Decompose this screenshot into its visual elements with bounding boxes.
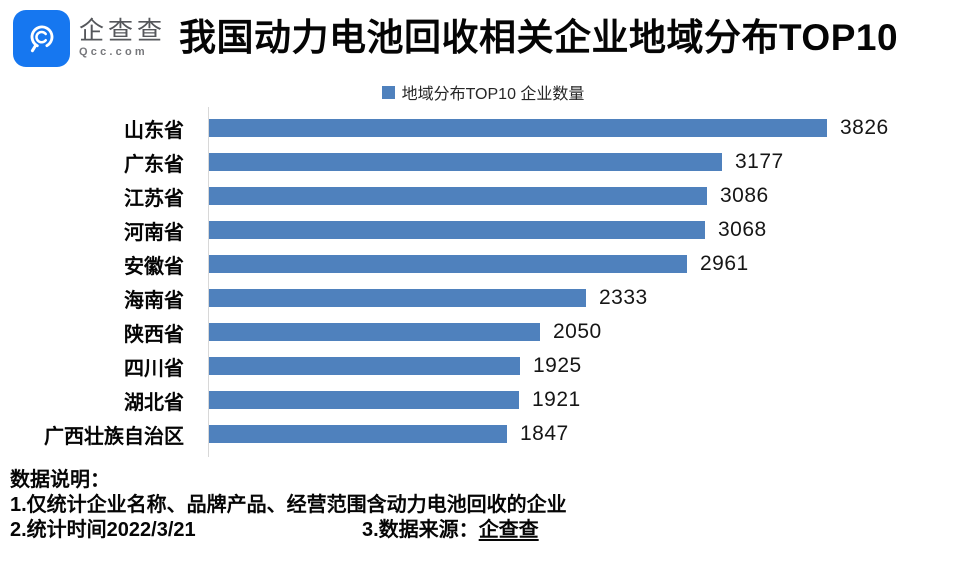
bar-zone: 2333 (196, 286, 966, 310)
bar-zone: 3068 (196, 218, 966, 242)
bar-value: 3086 (720, 184, 769, 207)
logo-text: 企查查 Qcc.com (79, 17, 166, 60)
bar (209, 221, 705, 239)
bar-value: 1925 (533, 354, 582, 377)
qcc-magnifier-icon (13, 10, 70, 67)
bar-label: 广东省 (124, 153, 184, 176)
bar (209, 153, 722, 171)
bar-zone: 1921 (196, 388, 966, 412)
y-axis-line (208, 107, 209, 457)
bar-value: 3177 (735, 150, 784, 173)
bar-label: 安徽省 (124, 255, 184, 278)
bar-row: 江苏省 3086 (0, 179, 966, 213)
legend-label: 地域分布TOP10 企业数量 (401, 86, 585, 103)
bar-label: 江苏省 (124, 187, 184, 210)
bar-label: 河南省 (124, 221, 184, 244)
bar (209, 289, 586, 307)
qcc-logo: 企查查 Qcc.com (13, 10, 166, 67)
bar (209, 119, 827, 137)
notes-heading: 数据说明： (10, 469, 110, 491)
legend-color-swatch (381, 85, 395, 99)
bar-zone: 2050 (196, 320, 966, 344)
page-title: 我国动力电池回收相关企业地域分布TOP10 (179, 17, 899, 58)
bar-row: 陕西省 2050 (0, 315, 966, 349)
bar-label: 湖北省 (124, 391, 184, 414)
bar-label: 陕西省 (124, 323, 184, 346)
notes-line1: 1.仅统计企业名称、品牌产品、经营范围含动力电池回收的企业 (10, 494, 567, 516)
bar-chart: 山东省 3826 广东省 3177 江苏省 3086 河南省 3068 安徽省 … (0, 107, 966, 457)
bar-row: 广东省 3177 (0, 145, 966, 179)
bar (209, 357, 520, 375)
bar-zone: 1847 (196, 422, 966, 446)
bar-rows: 山东省 3826 广东省 3177 江苏省 3086 河南省 3068 安徽省 … (0, 111, 966, 451)
bar (209, 391, 519, 409)
bar-row: 安徽省 2961 (0, 247, 966, 281)
bar-label: 海南省 (124, 289, 184, 312)
bar-label: 四川省 (124, 357, 184, 380)
bar-zone: 3177 (196, 150, 966, 174)
bar-value: 3826 (840, 116, 889, 139)
header: 企查查 Qcc.com 我国动力电池回收相关企业地域分布TOP10 (0, 0, 966, 78)
stat-date: 2.统计时间2022/3/21 (10, 519, 196, 541)
data-source-prefix: 3.数据来源： (362, 519, 479, 541)
bar-row: 海南省 2333 (0, 281, 966, 315)
bar-label: 山东省 (124, 119, 184, 142)
bar-value: 1921 (532, 388, 581, 411)
bar-row: 河南省 3068 (0, 213, 966, 247)
bar-zone: 2961 (196, 252, 966, 276)
bar-value: 2961 (700, 252, 749, 275)
bar-value: 3068 (718, 218, 767, 241)
bar (209, 425, 507, 443)
data-source: 3.数据来源：企查查 (362, 518, 539, 543)
bar-row: 湖北省 1921 (0, 383, 966, 417)
bar (209, 187, 707, 205)
bar-zone: 3826 (196, 116, 966, 140)
bar-value: 2333 (599, 286, 648, 309)
bar-zone: 3086 (196, 184, 966, 208)
chart-legend: 地域分布TOP10 企业数量 (0, 82, 966, 103)
bar-value: 1847 (520, 422, 569, 445)
data-notes: 数据说明： 1.仅统计企业名称、品牌产品、经营范围含动力电池回收的企业 2.统计… (10, 467, 966, 543)
bar-row: 山东省 3826 (0, 111, 966, 145)
data-source-name: 企查查 (478, 519, 539, 541)
brand-domain: Qcc.com (79, 46, 148, 58)
bar-label: 广西壮族自治区 (44, 425, 184, 448)
bar-value: 2050 (553, 320, 602, 343)
brand-name: 企查查 (79, 17, 167, 45)
bar (209, 255, 687, 273)
notes-line2: 2.统计时间2022/3/21 3.数据来源：企查查 (10, 518, 966, 543)
bar-zone: 1925 (196, 354, 966, 378)
bar-row: 广西壮族自治区 1847 (0, 417, 966, 451)
bar-row: 四川省 1925 (0, 349, 966, 383)
bar (209, 323, 540, 341)
